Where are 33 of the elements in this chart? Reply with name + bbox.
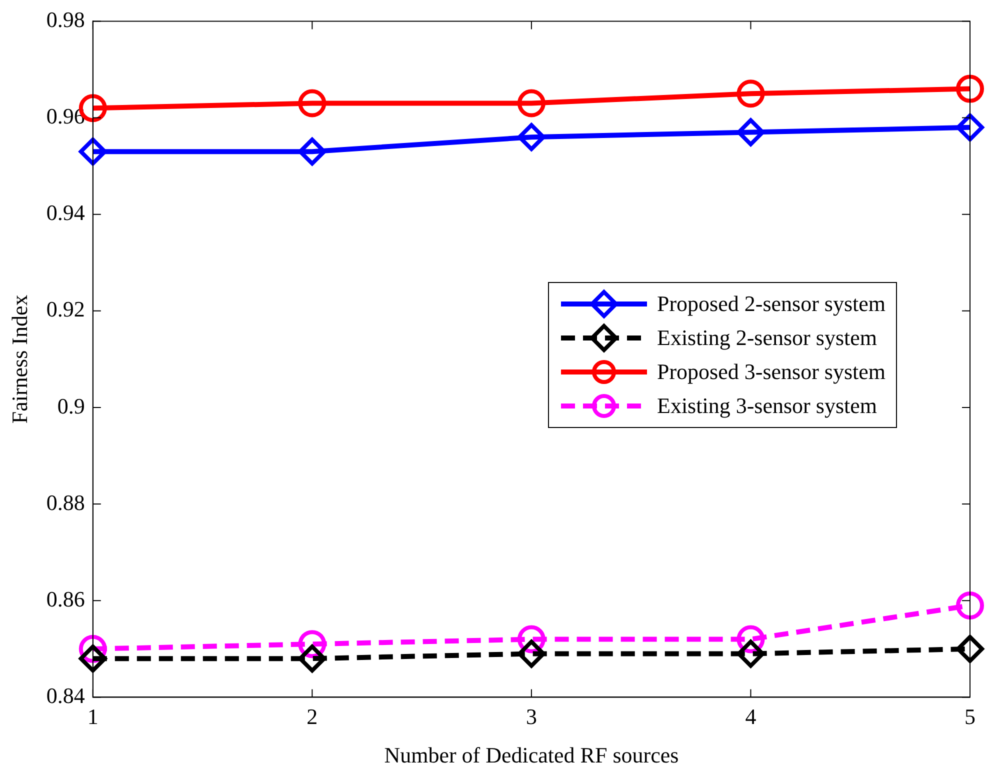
point [956,74,984,103]
y-tick-label: 0.9 [57,393,85,418]
y-tick-label: 0.86 [46,586,85,612]
point [517,123,546,152]
point [298,138,326,166]
legend-label: Existing 2-sensor system [657,325,877,351]
x-tick-label: 1 [87,704,98,730]
point [956,634,984,663]
y-axis-title: Fairness Index [6,294,32,424]
point [298,89,326,118]
point [736,118,765,146]
point [517,640,546,668]
point [298,644,326,673]
x-tick-label: 4 [745,704,756,730]
legend-label: Proposed 3-sensor system [657,359,886,385]
point [956,113,984,142]
point [736,640,765,668]
point [956,591,984,620]
y-tick-label: 0.98 [46,6,85,32]
point [78,138,107,166]
y-tick-label: 0.88 [46,490,85,515]
legend-label: Existing 3-sensor system [657,393,877,419]
legend-label: Proposed 2-sensor system [657,291,886,317]
point [78,644,107,673]
point [736,80,765,108]
y-tick-label: 0.94 [46,200,85,226]
x-tick-label: 3 [526,704,537,730]
point [517,89,546,118]
y-tick-label: 0.84 [46,682,85,708]
x-tick-label: 5 [964,704,976,730]
x-axis-title: Number of Dedicated RF sources [384,742,679,768]
y-tick-label: 0.92 [46,296,85,322]
x-tick-label: 2 [306,704,318,730]
